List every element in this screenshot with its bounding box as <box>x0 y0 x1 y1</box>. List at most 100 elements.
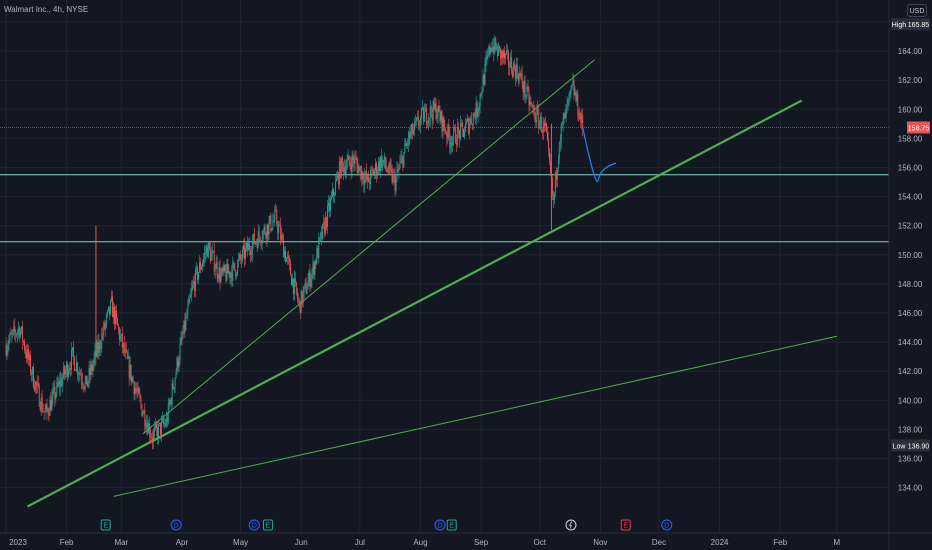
candle-body <box>438 105 440 113</box>
candle-body <box>8 340 10 346</box>
earnings-marker[interactable] <box>100 519 111 531</box>
candle-body <box>109 306 111 315</box>
dividend-marker[interactable] <box>661 519 673 531</box>
time-axis[interactable]: 2023 Feb Mar Apr May Jun Jul Aug Sep Oct Nov Dec 202… <box>9 538 840 547</box>
candle-body <box>404 143 406 153</box>
candle-body <box>480 94 482 95</box>
candle-body <box>410 132 412 138</box>
dividend-marker-label: D <box>437 523 442 530</box>
candle-body <box>478 105 480 111</box>
candle-body <box>465 120 467 124</box>
candle-body <box>415 121 417 122</box>
earnings-marker[interactable] <box>620 519 631 531</box>
candle-body <box>69 368 70 372</box>
candle-body <box>479 94 481 106</box>
candle-body <box>537 108 539 112</box>
projection-curve[interactable] <box>582 127 617 183</box>
current-price-badge-value: 158.75 <box>908 125 930 132</box>
candle-body <box>560 123 562 141</box>
candle-body <box>30 372 32 375</box>
candle-body <box>467 118 469 133</box>
candle-body <box>327 205 329 227</box>
candle-body <box>504 50 505 59</box>
candle-body <box>485 59 487 64</box>
candle-body <box>32 367 34 388</box>
candle-body <box>452 138 454 146</box>
candle-body <box>469 117 471 125</box>
candle-body <box>245 247 246 260</box>
candle-body <box>45 404 47 413</box>
candle-body <box>66 363 68 371</box>
projection-path[interactable] <box>582 127 617 183</box>
candle-body <box>247 243 249 251</box>
candle-body <box>546 123 548 133</box>
candle-body <box>208 242 210 249</box>
candle-body <box>466 118 468 121</box>
candle-body <box>230 272 232 278</box>
candle-body <box>119 335 121 340</box>
candle-body <box>190 294 192 298</box>
candle-body <box>159 422 161 435</box>
candle-body <box>460 122 461 140</box>
candle-body <box>296 292 298 299</box>
dividend-marker[interactable] <box>434 519 446 531</box>
candle-body <box>433 100 435 109</box>
candle-body <box>251 242 253 255</box>
candle-body <box>140 398 142 405</box>
dividend-marker-label: D <box>664 523 669 530</box>
earnings-marker[interactable] <box>262 519 273 531</box>
time-tick-label: Aug <box>413 538 427 547</box>
candle-body <box>491 48 493 52</box>
candle-body <box>246 242 247 248</box>
candle-body <box>163 423 165 425</box>
earnings-marker[interactable] <box>446 519 457 531</box>
candle-body <box>395 176 397 191</box>
candle-body <box>434 103 436 109</box>
candle-body <box>48 414 50 416</box>
candle-body <box>97 342 99 353</box>
candle-body <box>225 271 227 281</box>
candle-body <box>42 411 44 412</box>
candle-body <box>40 397 42 410</box>
dividend-marker[interactable] <box>170 519 182 531</box>
candle-body <box>370 169 372 185</box>
candle-body <box>579 113 581 120</box>
candle-body <box>243 245 244 250</box>
candle-body <box>426 123 428 125</box>
currency-button[interactable]: USD <box>907 4 927 17</box>
candle-body <box>157 428 158 439</box>
candle-body <box>212 250 214 252</box>
candle-body <box>73 356 75 371</box>
trendline[interactable] <box>113 335 837 497</box>
candle-body <box>556 168 558 180</box>
dividend-marker[interactable] <box>248 519 260 531</box>
trendline[interactable] <box>26 99 803 508</box>
candle-body <box>545 123 547 126</box>
candle-body <box>523 80 525 93</box>
candle-body <box>195 269 197 292</box>
candle-body <box>82 384 84 388</box>
candle-body <box>86 375 88 387</box>
trendline[interactable] <box>142 59 595 435</box>
candle-body <box>566 104 568 106</box>
candle-body <box>26 352 27 359</box>
candle-body <box>374 171 375 176</box>
candle-body <box>419 125 420 127</box>
candle-body <box>407 143 409 145</box>
candle-body <box>72 347 73 351</box>
candle-body <box>280 225 282 240</box>
candle-body <box>483 75 485 85</box>
candle-body <box>141 404 143 416</box>
candle-body <box>567 99 569 105</box>
split-marker[interactable] <box>565 519 577 531</box>
candle-body <box>425 107 427 124</box>
candle-body <box>65 370 67 375</box>
trendlines[interactable] <box>26 59 837 508</box>
candle-body <box>99 341 101 350</box>
candle-body <box>206 247 208 257</box>
candle-body <box>295 282 297 293</box>
candle-body <box>319 237 321 240</box>
candle-body <box>156 423 157 429</box>
